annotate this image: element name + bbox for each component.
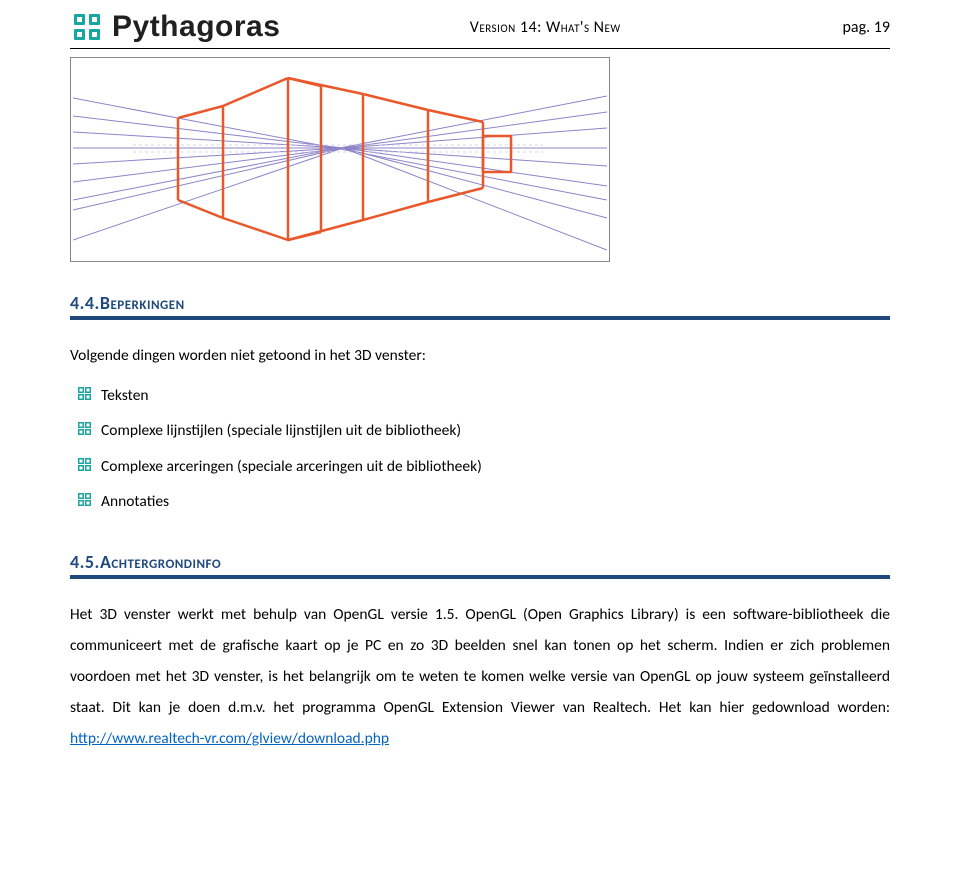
logo-block: Pythagoras — [70, 10, 280, 44]
list-item: Annotaties — [78, 487, 890, 516]
list-item: Complexe lijnstijlen (speciale lijnstijl… — [78, 416, 890, 445]
bullet-icon — [78, 452, 91, 471]
page-number: pag. 19 — [810, 18, 890, 37]
section-heading-achtergrondinfo: 4.5.Achtergrondinfo — [70, 551, 890, 573]
header-title: Version 14: What's New — [280, 18, 810, 37]
bullet-icon — [78, 381, 91, 400]
list-item-label: Complexe arceringen (speciale arceringen… — [101, 452, 482, 481]
logo-text: Pythagoras — [112, 10, 280, 44]
section-heading-beperkingen: 4.4.Beperkingen — [70, 292, 890, 314]
page-container: Pythagoras Version 14: What's New pag. 1… — [0, 0, 960, 880]
perspective-diagram — [70, 57, 610, 262]
pythagoras-logo-icon — [70, 10, 104, 44]
list-item: Complexe arceringen (speciale arceringen… — [78, 452, 890, 481]
section2-body-text: Het 3D venster werkt met behulp van Open… — [70, 605, 890, 717]
section2-body: Het 3D venster werkt met behulp van Open… — [70, 599, 890, 754]
section-rule — [70, 575, 890, 579]
list-item-label: Complexe lijnstijlen (speciale lijnstijl… — [101, 416, 461, 445]
download-link[interactable]: http://www.realtech-vr.com/glview/downlo… — [70, 729, 389, 748]
section-rule — [70, 316, 890, 320]
header-bar: Pythagoras Version 14: What's New pag. 1… — [70, 10, 890, 49]
bullet-icon — [78, 416, 91, 435]
limitation-list: Teksten Complexe lijnstijlen (speciale li… — [78, 381, 890, 517]
list-item-label: Annotaties — [101, 487, 169, 516]
section1-intro: Volgende dingen worden niet getoond in h… — [70, 340, 890, 371]
bullet-icon — [78, 487, 91, 506]
list-item-label: Teksten — [101, 381, 149, 410]
list-item: Teksten — [78, 381, 890, 410]
